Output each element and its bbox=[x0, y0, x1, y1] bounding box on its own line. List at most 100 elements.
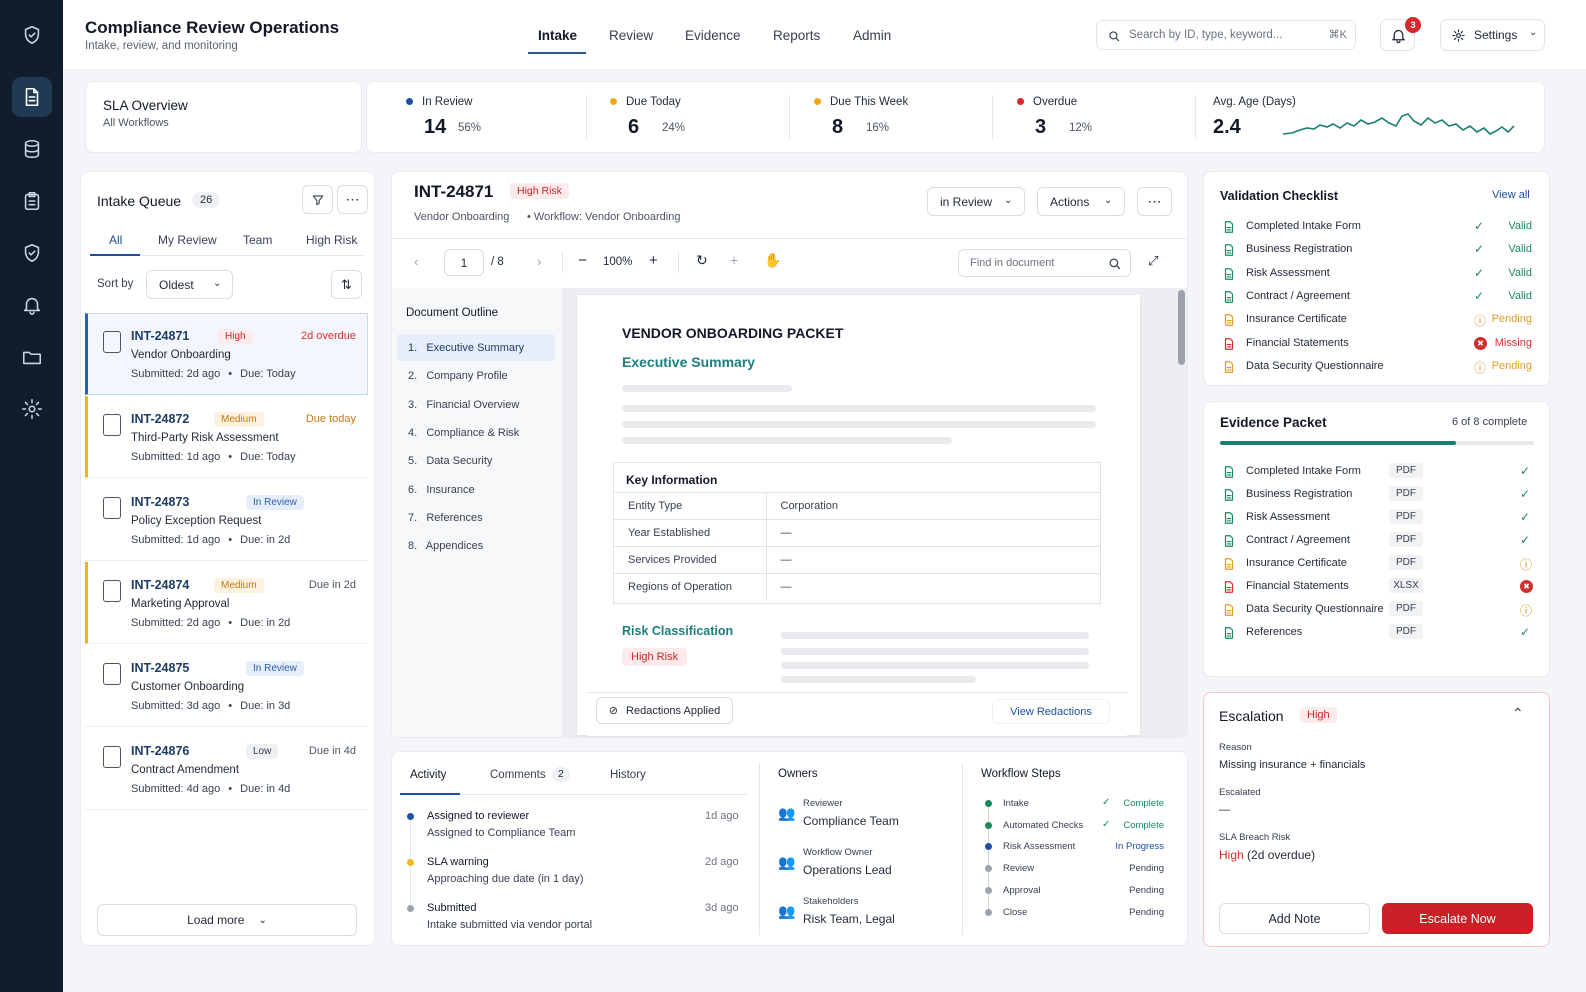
queue-item[interactable] bbox=[85, 396, 368, 478]
redactions-applied-button[interactable]: ⊘ Redactions Applied bbox=[596, 697, 733, 724]
view-redactions-button[interactable]: View Redactions bbox=[992, 699, 1110, 724]
kpi-label: Overdue bbox=[1033, 96, 1078, 108]
add-note-button[interactable]: Add Note bbox=[1219, 903, 1370, 934]
outline-item[interactable]: 1. Executive Summary bbox=[408, 342, 525, 354]
escalate-now-button[interactable]: Escalate Now bbox=[1382, 903, 1533, 934]
queue-item[interactable] bbox=[85, 313, 368, 395]
evidence-item-name[interactable]: Data Security Questionnaire bbox=[1246, 603, 1384, 615]
database-icon[interactable] bbox=[12, 129, 52, 169]
search-input[interactable]: Search by ID, type, keyword... ⌘K bbox=[1096, 20, 1356, 50]
zoom-out-icon[interactable]: − bbox=[578, 252, 587, 269]
tab-review[interactable]: Review bbox=[609, 28, 654, 43]
page-number-input[interactable]: 1 bbox=[444, 249, 484, 276]
outline-item[interactable]: 7. References bbox=[408, 511, 483, 524]
key-info-label: Entity Type bbox=[614, 492, 767, 520]
queue-tab-my-review[interactable]: My Review bbox=[158, 233, 217, 247]
queue-item[interactable] bbox=[85, 728, 368, 810]
sort-select[interactable]: Oldest ⌄ bbox=[146, 270, 233, 299]
queue-tab-all[interactable]: All bbox=[109, 233, 123, 247]
text-placeholder-line bbox=[622, 421, 1096, 428]
evidence-item-name[interactable]: References bbox=[1246, 626, 1303, 638]
bell-icon[interactable] bbox=[12, 285, 52, 325]
evidence-item-name[interactable]: Contract / Agreement bbox=[1246, 534, 1350, 546]
find-in-document-input[interactable]: Find in document bbox=[958, 249, 1131, 277]
evidence-item-name[interactable]: Business Registration bbox=[1246, 488, 1353, 500]
outline-item[interactable]: 6. Insurance bbox=[408, 483, 475, 496]
evidence-item-name[interactable]: Financial Statements bbox=[1246, 580, 1349, 592]
queue-item-due: Due: in 2d bbox=[240, 617, 291, 629]
activity-detail: Intake submitted via vendor portal bbox=[427, 919, 593, 931]
outline-item[interactable]: 2. Company Profile bbox=[408, 370, 508, 383]
outline-item[interactable]: 8. Appendices bbox=[408, 540, 484, 553]
queue-item[interactable] bbox=[85, 479, 368, 561]
document-icon bbox=[1224, 314, 1234, 327]
queue-item[interactable] bbox=[85, 645, 368, 727]
queue-item[interactable] bbox=[85, 562, 368, 644]
document-icon bbox=[103, 663, 121, 685]
settings-button[interactable]: Settings ⌄ bbox=[1440, 19, 1545, 51]
timeline-dot bbox=[407, 905, 414, 912]
text-placeholder-line bbox=[622, 437, 952, 444]
shield-check-icon[interactable] bbox=[12, 233, 52, 273]
document-icon bbox=[1224, 535, 1234, 547]
queue-tab-high-risk[interactable]: High Risk bbox=[306, 233, 358, 247]
queue-item-meta: Submitted: 2d ago • Due: in 2d bbox=[131, 617, 290, 629]
checklist-title: Validation Checklist bbox=[1220, 189, 1339, 203]
filter-button[interactable] bbox=[302, 185, 333, 214]
outline-item[interactable]: 4. Compliance & Risk bbox=[408, 426, 520, 439]
queue-more-button[interactable]: ⋯ bbox=[337, 185, 368, 214]
divider bbox=[789, 95, 790, 139]
document-icon bbox=[103, 414, 121, 436]
queue-count-badge: 26 bbox=[192, 192, 221, 208]
tab-history[interactable]: History bbox=[610, 769, 646, 781]
tab-comments[interactable]: Comments bbox=[490, 769, 546, 781]
documents-icon[interactable] bbox=[12, 77, 52, 117]
prev-page-icon[interactable]: ‹ bbox=[414, 254, 419, 269]
queue-tab-team[interactable]: Team bbox=[243, 233, 273, 247]
queue-item-status: Due in 2d bbox=[308, 579, 356, 591]
rotate-icon[interactable]: ↻ bbox=[696, 252, 708, 268]
outline-title: Document Outline bbox=[406, 307, 499, 319]
gear-icon[interactable] bbox=[12, 389, 52, 429]
doc-more-button[interactable]: ⋯ bbox=[1137, 187, 1172, 216]
people-icon: 👥 bbox=[778, 854, 796, 870]
folder-icon[interactable] bbox=[12, 337, 52, 377]
tab-admin[interactable]: Admin bbox=[853, 28, 892, 43]
tab-intake[interactable]: Intake bbox=[538, 28, 578, 43]
expand-icon[interactable]: ⤢ bbox=[1148, 253, 1159, 268]
evidence-item-name[interactable]: Completed Intake Form bbox=[1246, 465, 1361, 477]
zoom-in-icon[interactable]: + bbox=[649, 252, 658, 269]
key-info-row: Year Established — bbox=[614, 519, 1100, 547]
evidence-item-name[interactable]: Insurance Certificate bbox=[1246, 557, 1347, 569]
tab-evidence[interactable]: Evidence bbox=[685, 28, 741, 43]
outline-active-highlight bbox=[397, 334, 555, 361]
add-icon[interactable]: + bbox=[730, 252, 739, 268]
next-page-icon[interactable]: › bbox=[537, 254, 542, 269]
tab-reports[interactable]: Reports bbox=[773, 28, 821, 43]
sort-arrows-icon: ⇅ bbox=[341, 276, 352, 292]
workflow-step-status: Complete bbox=[1123, 798, 1164, 809]
chevron-up-icon[interactable]: ⌃ bbox=[1512, 705, 1524, 721]
actions-label: Actions bbox=[1050, 194, 1090, 209]
load-more-button[interactable]: Load more ⌄ bbox=[97, 904, 357, 936]
pending-icon: ⓘ bbox=[1474, 314, 1487, 329]
timeline-dot bbox=[407, 813, 414, 820]
outline-item[interactable]: 5. Data Security bbox=[408, 455, 493, 468]
workflow-step-dot bbox=[985, 865, 992, 873]
actions-button[interactable]: Actions ⌄ bbox=[1037, 187, 1125, 216]
people-icon: 👥 bbox=[778, 903, 796, 919]
people-icon: 👥 bbox=[778, 805, 796, 821]
view-all-link[interactable]: View all bbox=[1492, 189, 1530, 201]
divider bbox=[586, 95, 587, 139]
shield-logo-icon[interactable] bbox=[12, 15, 52, 55]
sort-direction-button[interactable]: ⇅ bbox=[331, 270, 362, 299]
activity-detail: Approaching due date (in 1 day) bbox=[427, 873, 584, 885]
tab-activity[interactable]: Activity bbox=[410, 769, 447, 781]
hand-tool-icon[interactable]: ✋ bbox=[764, 252, 782, 268]
status-select[interactable]: in Review ⌄ bbox=[927, 187, 1025, 216]
clipboard-icon[interactable] bbox=[12, 181, 52, 221]
document-icon bbox=[103, 580, 121, 602]
evidence-item-name[interactable]: Risk Assessment bbox=[1246, 511, 1330, 523]
outline-item[interactable]: 3. Financial Overview bbox=[408, 398, 520, 411]
document-scrollbar[interactable] bbox=[1178, 290, 1185, 365]
